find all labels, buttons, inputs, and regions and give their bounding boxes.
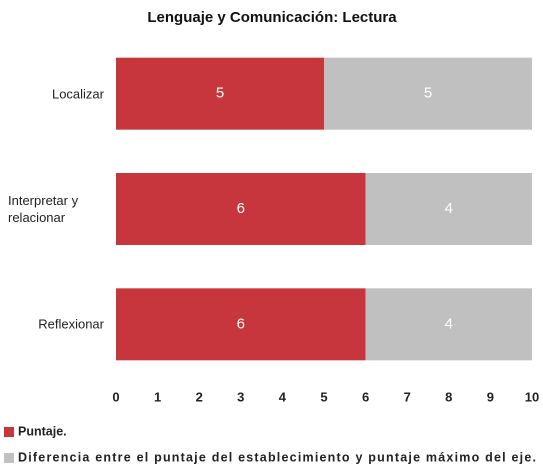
x-tick-label: 8 (445, 389, 452, 404)
y-tick-label: Localizar (51, 86, 104, 102)
data-label: 6 (237, 200, 245, 217)
bar-segment (116, 288, 366, 361)
x-tick-label: 3 (237, 389, 244, 404)
x-tick-label: 9 (487, 389, 494, 404)
x-tick-label: 4 (279, 389, 287, 404)
bar-segment (116, 173, 366, 245)
x-tick-label: 6 (362, 389, 369, 404)
data-label: 5 (424, 85, 432, 102)
x-tick-label: 5 (320, 389, 327, 404)
legend-swatch (4, 453, 14, 463)
legend-swatch (4, 427, 14, 437)
x-tick-label: 1 (154, 389, 161, 404)
data-label: 4 (445, 315, 453, 332)
bar-segment (324, 57, 532, 130)
x-tick-label: 7 (404, 389, 411, 404)
y-tick-label: Interpretar y relacionar (8, 193, 79, 225)
y-tick-label: Reflexionar (38, 316, 104, 332)
bar-segment (365, 173, 532, 245)
x-tick-label: 2 (196, 389, 203, 404)
data-label: 4 (445, 200, 453, 217)
data-label: 5 (216, 85, 224, 102)
legend-label: Puntaje. (18, 424, 67, 438)
x-tick-label: 0 (112, 389, 119, 404)
legend-label: Diferencia entre el puntaje del establec… (18, 450, 536, 464)
bar-segment (365, 288, 532, 361)
x-tick-label: 10 (525, 389, 539, 404)
chart-title: Lenguaje y Comunicación: Lectura (147, 9, 397, 26)
bar-segment (116, 57, 324, 130)
data-label: 6 (237, 315, 245, 332)
